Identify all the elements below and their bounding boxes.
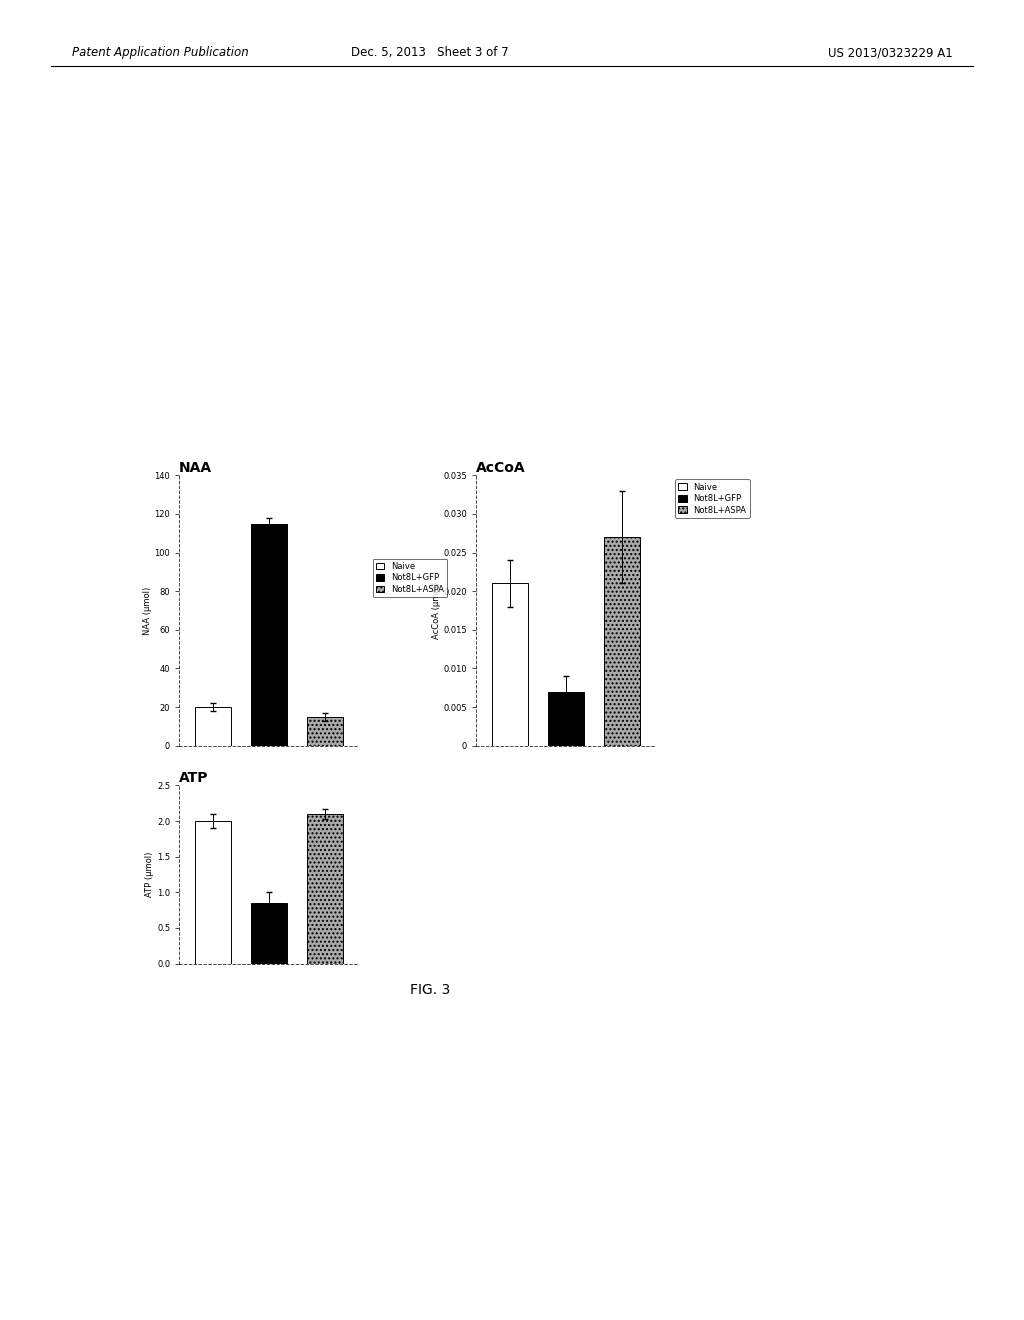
Text: Dec. 5, 2013   Sheet 3 of 7: Dec. 5, 2013 Sheet 3 of 7: [351, 46, 509, 59]
Bar: [492, 583, 528, 746]
Y-axis label: ATP (μmol): ATP (μmol): [145, 851, 155, 898]
Bar: [195, 821, 231, 964]
Legend: Naive, Not8L+GFP, Not8L+ASPA: Naive, Not8L+GFP, Not8L+ASPA: [675, 479, 750, 517]
Bar: [603, 537, 640, 746]
Bar: [195, 708, 231, 746]
Bar: [251, 903, 287, 964]
Y-axis label: NAA (μmol): NAA (μmol): [142, 586, 152, 635]
Bar: [306, 814, 343, 964]
Bar: [251, 524, 287, 746]
Text: AcCoA: AcCoA: [476, 461, 525, 475]
Bar: [306, 717, 343, 746]
Text: NAA: NAA: [179, 461, 212, 475]
Bar: [548, 692, 584, 746]
Text: US 2013/0323229 A1: US 2013/0323229 A1: [827, 46, 952, 59]
Text: Patent Application Publication: Patent Application Publication: [72, 46, 249, 59]
Legend: Naive, Not8L+GFP, Not8L+ASPA: Naive, Not8L+GFP, Not8L+ASPA: [373, 558, 447, 597]
Text: ATP: ATP: [179, 771, 209, 785]
Text: FIG. 3: FIG. 3: [410, 983, 451, 998]
Y-axis label: AcCoA (μmol): AcCoA (μmol): [431, 582, 440, 639]
